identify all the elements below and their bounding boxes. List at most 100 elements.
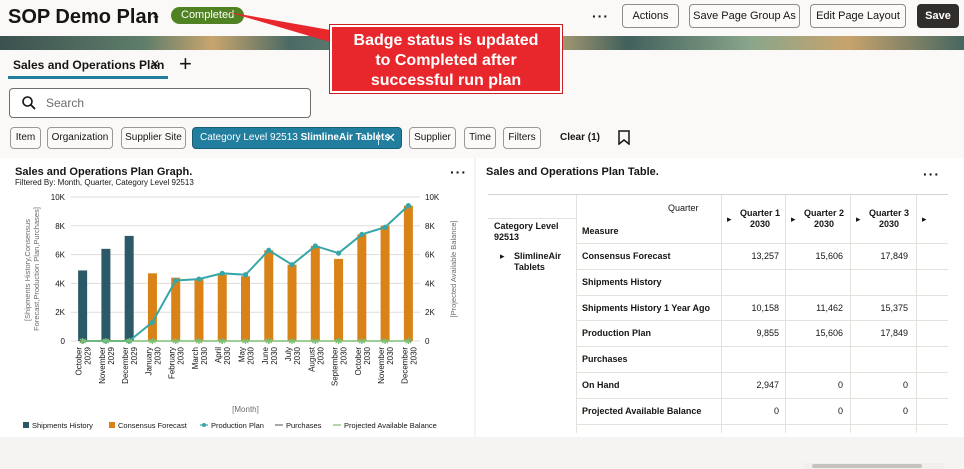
data-point [405,338,412,344]
x-tick-year: 2030 [386,346,395,364]
value-cell[interactable]: 2,947 [756,380,779,390]
value-cell[interactable]: 11,462 [816,302,843,313]
x-tick-month: May [238,347,247,362]
bar [334,258,344,341]
data-point [173,277,179,284]
bar [403,205,413,341]
value-cell[interactable]: 17,849 [880,328,908,339]
y-tick-label: 6K [55,251,65,260]
chevron-down-icon[interactable]: ⌄ [151,8,162,22]
value-cell[interactable]: 13,257 [751,251,779,261]
bar [241,276,250,341]
actions-button[interactable]: Actions [622,4,679,28]
header-bar: SOP Demo Plan ⌄ Completed ··· Actions Sa… [0,0,964,36]
filter-chip-time[interactable]: Time [464,127,496,149]
y2-tick-label: 8K [425,222,435,231]
close-icon[interactable]: ✕ [150,57,161,71]
y-axis-title-line: [Shipments History,Consensus [23,217,32,321]
value-cell[interactable]: 0 [902,405,908,416]
row-divider [488,218,576,219]
x-tick-month: January [144,347,153,375]
save-page-group-button[interactable]: Save Page Group As [689,4,800,28]
filter-chip-category-level[interactable]: Category Level 92513 SlimlineAir Tablets… [192,127,402,149]
value-cell[interactable]: 15,375 [880,302,908,313]
data-point [172,338,180,344]
table-more-icon[interactable]: ··· [923,166,940,182]
bar [357,234,367,341]
row-divider [576,294,948,296]
data-point [149,319,156,325]
row-divider [576,268,948,270]
bar [287,264,297,341]
value-cell[interactable]: 0 [837,405,843,416]
more-actions-icon[interactable]: ··· [592,8,609,24]
add-tab-icon[interactable]: + [179,51,192,76]
value-cell[interactable]: 0 [837,380,843,390]
x-tick-label: July2030 [284,346,302,364]
x-tick-label: May2030 [238,346,256,364]
legend-label: Projected Available Balance [344,421,437,430]
filter-chip-filters[interactable]: Filters [503,127,541,149]
y2-tick-label: 6K [425,251,435,260]
edit-page-layout-button[interactable]: Edit Page Layout [810,4,906,28]
data-point [359,231,365,238]
pivot-table: Quarter Category Level 92513 Measure ▸ S… [488,194,948,469]
table-title: Sales and Operations Plan Table. [486,166,659,178]
value-cell[interactable]: 0 [773,405,779,416]
expand-icon[interactable]: ▸ [500,251,505,261]
value-cell[interactable]: 15,606 [815,328,843,339]
search-box[interactable] [9,88,311,118]
filter-chip-item[interactable]: Item [10,127,41,149]
y-tick-label: 10K [51,193,66,202]
y-tick-label: 0 [61,337,66,346]
column-header-label: Quarter 2 2030 [803,208,845,229]
data-point [242,272,249,278]
value-cell[interactable]: 9,855 [756,328,779,339]
value-cell[interactable]: 15,606 [815,251,843,261]
filter-chip-supplier[interactable]: Supplier [409,127,456,149]
x-tick-label: November2029 [98,346,116,383]
measure-cell: Production Plan [582,328,652,339]
tab-sales-and-operations-plan[interactable]: Sales and Operations Plan [13,58,165,72]
bookmark-icon[interactable] [618,130,630,145]
x-tick-label: March2030 [191,346,209,369]
x-tick-year: 2030 [340,346,349,364]
expand-column-icon[interactable]: ▸ [922,214,927,224]
x-tick-year: 2029 [84,346,93,364]
value-cell[interactable]: 10,158 [751,302,779,313]
plan-title[interactable]: SOP Demo Plan [8,6,159,28]
graph-subtitle: Filtered By: Month, Quarter, Category Le… [15,178,194,187]
legend-label: Shipments History [32,421,93,430]
y2-axis-title: [Projected Available Balance] [449,220,458,317]
data-point [125,338,133,344]
x-tick-month: October [75,347,84,376]
chip-separator [378,132,379,145]
search-input[interactable] [44,95,294,111]
save-button[interactable]: Save [917,4,959,28]
filter-chip-supplier-site[interactable]: Supplier Site [121,127,186,149]
value-cell[interactable]: 0 [902,380,908,390]
value-cell[interactable]: 17,849 [880,251,908,261]
clear-filters-link[interactable]: Clear (1) [560,132,601,143]
data-point [312,243,318,249]
data-point [149,338,156,344]
legend-marker [202,423,206,427]
expand-column-icon[interactable]: ▸ [727,214,732,224]
data-point [265,338,273,344]
expand-column-icon[interactable]: ▸ [856,214,861,224]
graph-title: Sales and Operations Plan Graph. [15,166,193,178]
data-point [358,338,366,344]
measure-cell: Consensus Forecast [582,251,671,261]
remove-filter-icon[interactable]: ✕ [385,130,396,145]
expand-column-icon[interactable]: ▸ [791,214,796,224]
x-tick-year: 2030 [177,346,186,364]
graph-more-icon[interactable]: ··· [450,164,467,180]
filter-chip-organization[interactable]: Organization [47,127,113,149]
data-point [335,338,342,344]
data-point [102,338,110,344]
x-tick-label: November2030 [377,346,395,383]
scrollbar-thumb[interactable] [812,464,922,468]
data-point [405,203,411,209]
x-tick-label: April2030 [214,346,232,364]
horizontal-scrollbar[interactable] [804,463,944,469]
